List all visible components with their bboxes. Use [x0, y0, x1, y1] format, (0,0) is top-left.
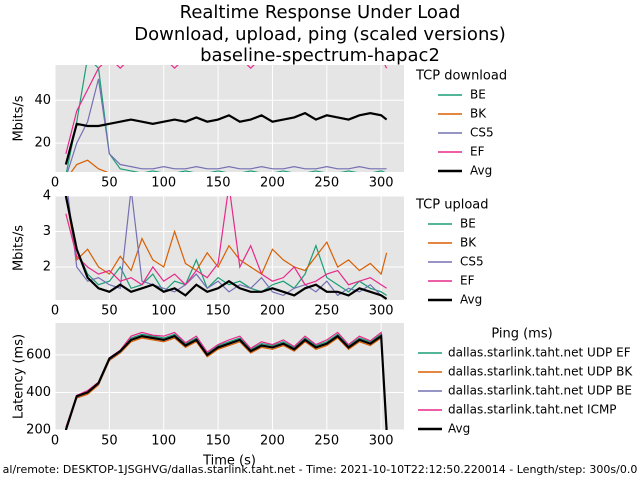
x-tick-label: 250 — [314, 304, 339, 319]
y-tick-label: 2 — [43, 259, 51, 274]
x-tick-label: 200 — [260, 304, 285, 319]
x-tick-label: 150 — [206, 304, 231, 319]
legend-label: BE — [470, 88, 486, 102]
x-tick-label: 300 — [369, 176, 394, 191]
plot-background — [55, 323, 404, 430]
legend-label: dallas.starlink.taht.net UDP BE — [448, 384, 632, 398]
x-tick-label: 0 — [51, 434, 59, 449]
legend-label: BK — [460, 236, 477, 250]
legend-title: TCP download — [415, 69, 507, 84]
legend-label: dallas.starlink.taht.net UDP BK — [448, 365, 633, 379]
series-line — [65, 65, 386, 172]
legend-label: Avg — [448, 422, 470, 436]
title-line: Download, upload, ping (scaled versions) — [134, 24, 506, 45]
series-line — [65, 65, 388, 154]
title-line: Realtime Response Under Load — [180, 2, 461, 23]
y-axis-label: Mbits/s — [12, 225, 27, 271]
y-axis-label: Latency (ms) — [12, 334, 27, 419]
y-tick-label: 600 — [26, 347, 51, 362]
series-line — [64, 111, 388, 165]
series-line — [65, 196, 388, 276]
legend-label: dallas.starlink.taht.net UDP EF — [448, 346, 631, 360]
x-tick-label: 50 — [101, 176, 118, 191]
title-line: baseline-spectrum-hapac2 — [200, 45, 440, 66]
series-line — [66, 78, 387, 172]
x-tick-label: 300 — [369, 304, 394, 319]
legend-label: Avg — [460, 293, 482, 307]
x-tick-label: 100 — [151, 304, 176, 319]
legend-title: TCP upload — [415, 198, 489, 213]
series-line — [67, 196, 387, 300]
x-tick-label: 150 — [206, 176, 231, 191]
series-line — [65, 196, 387, 289]
legend-label: BK — [470, 107, 487, 121]
x-tick-label: 200 — [260, 176, 285, 191]
legend-title: Ping (ms) — [491, 327, 552, 342]
x-tick-label: 250 — [314, 176, 339, 191]
y-axis-label: Mbits/s — [12, 95, 27, 141]
y-tick-label: 20 — [34, 136, 51, 151]
series-line — [65, 196, 387, 296]
y-tick-label: 400 — [26, 385, 51, 400]
plot-lines — [64, 331, 388, 430]
plot-lines — [64, 65, 388, 172]
x-tick-label: 200 — [260, 434, 285, 449]
y-tick-label: 40 — [34, 93, 51, 108]
legend-label: EF — [460, 274, 475, 288]
y-tick-label: 4 — [43, 189, 51, 204]
y-tick-label: 3 — [43, 224, 51, 239]
y-tick-label: 200 — [26, 423, 51, 438]
series-line — [64, 334, 388, 430]
legend-label: dallas.starlink.taht.net ICMP — [448, 403, 617, 417]
x-tick-label: 50 — [101, 304, 118, 319]
x-tick-label: 150 — [206, 434, 231, 449]
legend-label: BE — [460, 217, 476, 231]
plot-lines — [64, 196, 388, 300]
x-axis-label: Time (s) — [202, 454, 256, 469]
legend-label: EF — [470, 145, 485, 159]
series-line — [64, 196, 388, 300]
x-tick-label: 100 — [151, 434, 176, 449]
legend-label: CS5 — [460, 255, 484, 269]
series-line — [65, 336, 388, 430]
x-tick-label: 50 — [101, 434, 118, 449]
footer: al/remote: DESKTOP-1JSGHVG/dallas.starli… — [3, 463, 638, 476]
x-tick-label: 0 — [51, 176, 59, 191]
x-tick-label: 250 — [314, 434, 339, 449]
legend-label: CS5 — [470, 126, 494, 140]
x-tick-label: 0 — [51, 304, 59, 319]
legend-label: Avg — [470, 164, 492, 178]
x-tick-label: 100 — [151, 176, 176, 191]
x-tick-label: 300 — [369, 434, 394, 449]
